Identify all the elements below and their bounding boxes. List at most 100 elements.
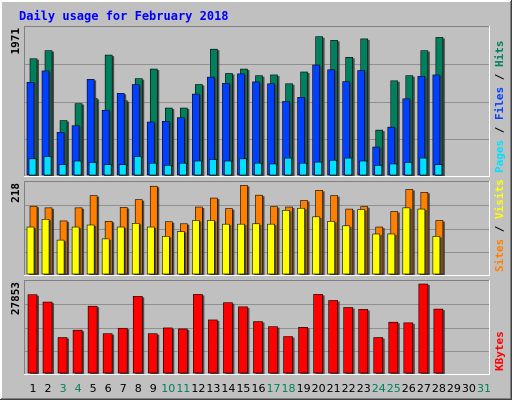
kbytes-bar xyxy=(328,300,338,374)
day-label: 21 xyxy=(327,382,341,395)
sites-bar xyxy=(267,223,275,275)
pages-bar xyxy=(239,158,247,176)
pages-bar xyxy=(374,165,383,176)
kbytes-bar xyxy=(193,294,203,374)
day-label: 13 xyxy=(206,382,220,395)
sites-bar xyxy=(116,226,125,275)
kbytes-bar xyxy=(223,302,233,374)
pages-bar xyxy=(103,164,112,176)
kbytes-bar xyxy=(373,337,384,374)
sites-bar xyxy=(237,223,245,275)
kbytes-bar xyxy=(238,306,248,374)
kbytes-bar xyxy=(147,333,158,374)
visits-legend: Visits xyxy=(493,179,506,219)
kbytes-bar xyxy=(162,327,173,374)
day-label: 11 xyxy=(176,382,190,395)
kbytes-legend: KBytes xyxy=(493,331,506,371)
day-label: 16 xyxy=(251,382,265,395)
kbytes-bar xyxy=(72,329,83,374)
day-label: 1 xyxy=(30,382,37,395)
day-label: 7 xyxy=(120,382,127,395)
pages-bar xyxy=(73,160,82,176)
day-label: 2 xyxy=(45,382,52,395)
y-max-label: 27853 xyxy=(9,282,22,315)
pages-bar xyxy=(58,164,67,176)
sites-bar xyxy=(357,209,366,275)
day-label: 14 xyxy=(221,382,235,395)
kbytes-bar xyxy=(132,296,143,374)
day-label: 18 xyxy=(282,382,296,395)
sites-bar xyxy=(101,238,110,275)
files-bar xyxy=(86,79,95,176)
pages-bar xyxy=(269,163,277,176)
day-label: 26 xyxy=(402,382,416,395)
day-label: 29 xyxy=(447,382,461,395)
sites-bar xyxy=(146,226,155,275)
pages-bar xyxy=(163,165,172,176)
day-label: 27 xyxy=(417,382,431,395)
pages-bar xyxy=(344,157,352,176)
sites-bar xyxy=(161,236,170,275)
pages-bar xyxy=(224,160,232,176)
pages-bar xyxy=(419,157,428,176)
day-label: 30 xyxy=(462,382,476,395)
day-label: 19 xyxy=(297,382,311,395)
sites-bar xyxy=(26,226,35,275)
kbytes-bar xyxy=(57,337,68,374)
sites-bar xyxy=(222,223,230,275)
sites-bar xyxy=(41,218,50,275)
sites-bar xyxy=(372,233,381,275)
sites-bar xyxy=(71,226,80,275)
sites-bar xyxy=(432,236,441,275)
pages-bar xyxy=(254,162,262,176)
day-label: 20 xyxy=(312,382,326,395)
sites-bar xyxy=(297,207,305,275)
files-bar xyxy=(357,70,366,176)
sites-bar xyxy=(327,221,335,275)
day-label: 10 xyxy=(161,382,175,395)
kbytes-bar xyxy=(178,328,188,374)
pages-bar xyxy=(43,156,52,176)
chart-title: Daily usage for February 2018 xyxy=(19,9,229,23)
kbytes-bar xyxy=(117,327,128,374)
kbytes-bar xyxy=(268,326,278,374)
day-label: 24 xyxy=(372,382,386,395)
files-bar xyxy=(267,83,275,176)
pages-bar xyxy=(148,162,157,176)
sites-bar xyxy=(207,220,215,275)
sites-bar xyxy=(192,220,200,275)
day-label: 23 xyxy=(357,382,371,395)
files-legend: Files xyxy=(493,87,506,120)
sites-bar xyxy=(402,207,411,275)
sites-bar xyxy=(312,216,320,275)
pages-bar xyxy=(404,162,413,176)
day-label: 3 xyxy=(60,382,67,395)
sites-bar xyxy=(252,223,260,275)
pages-bar xyxy=(88,162,97,176)
kbytes-bar xyxy=(27,294,38,374)
legend-separator: / xyxy=(493,219,506,239)
pages-bar xyxy=(389,163,398,176)
day-label: 22 xyxy=(342,382,356,395)
pages-bar xyxy=(434,164,443,176)
kbytes-bar xyxy=(42,301,53,374)
kbytes-bar xyxy=(87,305,98,374)
files-bar xyxy=(116,93,125,176)
visits-sites-panel: 218 Sites / Visits xyxy=(9,179,506,276)
kbytes-bar xyxy=(433,308,444,374)
kbytes-bar xyxy=(343,307,353,374)
day-label: 15 xyxy=(236,382,250,395)
series-axis-label: Pages / Files / Hits xyxy=(493,41,506,174)
series-axis-label: KBytes xyxy=(493,331,506,371)
pages-bar xyxy=(314,161,322,176)
pages-bar xyxy=(194,160,202,176)
day-axis-labels: 1 2 3 4 5 6 7 8 9 10 11 12 13 14 15 16 17 18 19 20 21 22 23 24 2… xyxy=(30,382,491,395)
day-label: 9 xyxy=(150,382,157,395)
sites-bar xyxy=(177,231,185,275)
kbytes-bar xyxy=(388,321,399,374)
sites-bar xyxy=(131,223,140,275)
kbytes-bar xyxy=(298,327,308,374)
pages-legend: Pages xyxy=(493,140,506,173)
